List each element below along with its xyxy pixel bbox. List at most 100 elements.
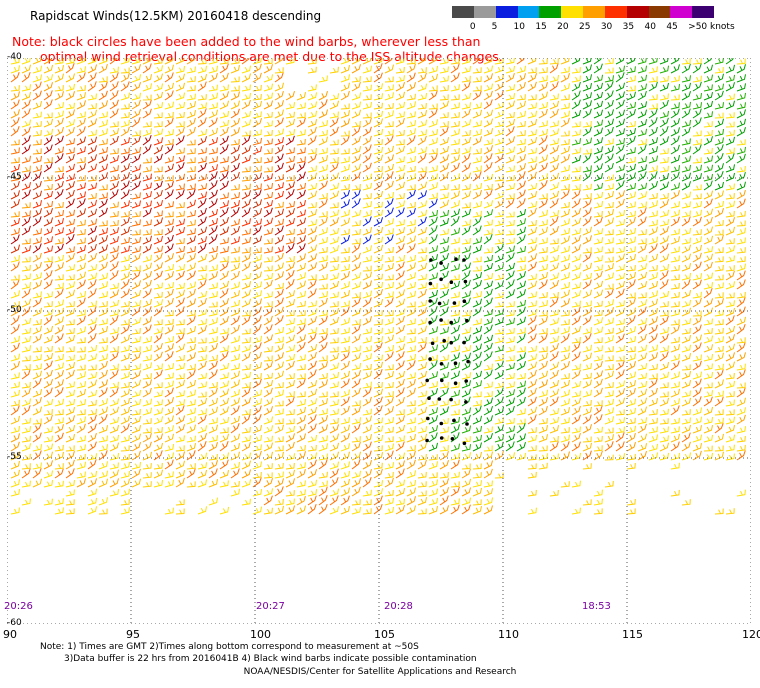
- wind-speed-color-legend: 0 5 10 15 20 25 30 35 40 45 >50 knots: [452, 4, 735, 34]
- legend-label: 30: [600, 22, 613, 32]
- lon-label-105: 105: [374, 628, 395, 641]
- contamination-circle: [427, 396, 431, 401]
- contamination-circle: [462, 299, 467, 303]
- legend-label: 40: [644, 22, 656, 32]
- lon-label-95: 95: [126, 628, 140, 641]
- contamination-circle: [439, 318, 443, 322]
- contamination-circle: [462, 441, 467, 446]
- wind-barb-group: [428, 58, 746, 452]
- legend-label: 45: [666, 22, 678, 32]
- contamination-circle: [466, 359, 470, 364]
- legend-label: 25: [579, 22, 591, 32]
- legend-label: 0: [469, 22, 476, 32]
- contamination-circle: [426, 416, 430, 421]
- contamination-circle: [429, 258, 433, 262]
- footer-line-1: Note: 1) Times are GMT 2)Times along bot…: [40, 642, 419, 652]
- wind-barb-group: [10, 58, 746, 515]
- contamination-circle: [449, 280, 454, 284]
- lon-label-110: 110: [498, 628, 519, 641]
- time-label-4: 18:53: [582, 601, 611, 612]
- lat-lon-grid: [7, 58, 751, 624]
- contamination-circle: [452, 418, 456, 423]
- lon-label-120: 120: [742, 628, 760, 641]
- wind-barb-field: [10, 58, 746, 515]
- note-line-2: optimal wind retrieval conditions are me…: [40, 49, 503, 64]
- contamination-circle: [453, 381, 458, 386]
- legend-swatch: [495, 6, 518, 18]
- legend-swatch: [604, 6, 628, 18]
- legend-label: 35: [622, 22, 635, 32]
- contamination-circle: [428, 299, 433, 303]
- time-label-1: 20:26: [4, 601, 33, 612]
- contamination-circle: [462, 340, 466, 345]
- contamination-circle: [442, 339, 447, 343]
- contamination-circle: [449, 340, 454, 345]
- contamination-circle: [454, 257, 458, 261]
- time-label-3: 20:28: [384, 601, 413, 612]
- footer-notes: Note: 1) Times are GMT 2)Times along bot…: [0, 641, 477, 665]
- contamination-circle: [462, 258, 466, 262]
- contamination-circle: [449, 320, 454, 325]
- contamination-circle: [453, 361, 458, 366]
- legend-swatch: [452, 6, 475, 18]
- contamination-circle: [452, 301, 457, 305]
- contamination-circle: [439, 362, 444, 366]
- contamination-circle: [439, 436, 444, 440]
- contamination-circle: [464, 379, 469, 383]
- contamination-circle: [440, 378, 444, 383]
- legend-label: 5: [491, 22, 498, 32]
- wind-barb-group: [10, 58, 746, 515]
- note-line-1: Note: black circles have been added to t…: [12, 34, 481, 49]
- lat-label--60: -60: [7, 618, 22, 628]
- contamination-note: Note: black circles have been added to t…: [12, 34, 503, 64]
- legend-swatch: [583, 6, 606, 18]
- contamination-circle: [428, 357, 432, 361]
- wind-barb-group: [10, 58, 746, 515]
- wind-barb-group: [10, 135, 306, 254]
- legend-label: 10: [513, 22, 525, 32]
- credit-line: NOAA/NESDIS/Center for Satellite Applica…: [243, 667, 517, 677]
- lat-label--55: -55: [7, 452, 22, 462]
- contamination-circle: [450, 437, 455, 441]
- legend-swatch: [670, 6, 693, 18]
- contamination-circle: [465, 318, 469, 323]
- contamination-circle: [437, 397, 442, 401]
- contamination-circle: [439, 277, 443, 282]
- legend-swatch: [692, 6, 715, 18]
- lat-label--40: -40: [7, 52, 22, 62]
- legend-swatch: [517, 6, 540, 18]
- footer-line-2: 3)Data buffer is 22 hrs from 2016041B 4)…: [64, 654, 477, 664]
- contamination-circle: [464, 400, 468, 404]
- legend-label: >50 knots: [688, 22, 735, 32]
- lat-label--45: -45: [7, 172, 22, 182]
- legend-swatch: [539, 6, 562, 18]
- contamination-circle: [425, 438, 429, 443]
- contamination-circle: [428, 281, 433, 286]
- legend-swatch: [561, 6, 584, 18]
- contamination-circle: [449, 397, 453, 402]
- wind-barb-group: [340, 189, 438, 245]
- contamination-circle: [437, 301, 442, 306]
- wind-barb-group: [428, 58, 746, 452]
- contamination-circle: [465, 422, 469, 426]
- legend-swatch: [648, 6, 671, 18]
- lat-label--50: -50: [7, 305, 22, 315]
- legend-swatch: [626, 6, 649, 18]
- wind-barb-group: [10, 135, 306, 254]
- contamination-circle: [463, 279, 468, 284]
- lon-label-90: 90: [3, 628, 17, 641]
- legend-label: 15: [535, 22, 547, 32]
- contamination-circle: [430, 341, 435, 346]
- contamination-circle: [428, 320, 432, 325]
- legend-label: 20: [557, 22, 569, 32]
- time-label-2: 20:27: [256, 601, 285, 612]
- contamination-circle: [439, 261, 443, 265]
- legend-swatch: [473, 6, 497, 18]
- wind-barb-map: [7, 58, 751, 624]
- contamination-circle: [439, 421, 444, 426]
- map-title: Rapidscat Winds(12.5KM) 20160418 descend…: [30, 9, 322, 23]
- lon-label-100: 100: [250, 628, 271, 641]
- lon-label-115: 115: [622, 628, 643, 641]
- wind-barb-group: [10, 58, 746, 515]
- contamination-circle: [425, 378, 430, 383]
